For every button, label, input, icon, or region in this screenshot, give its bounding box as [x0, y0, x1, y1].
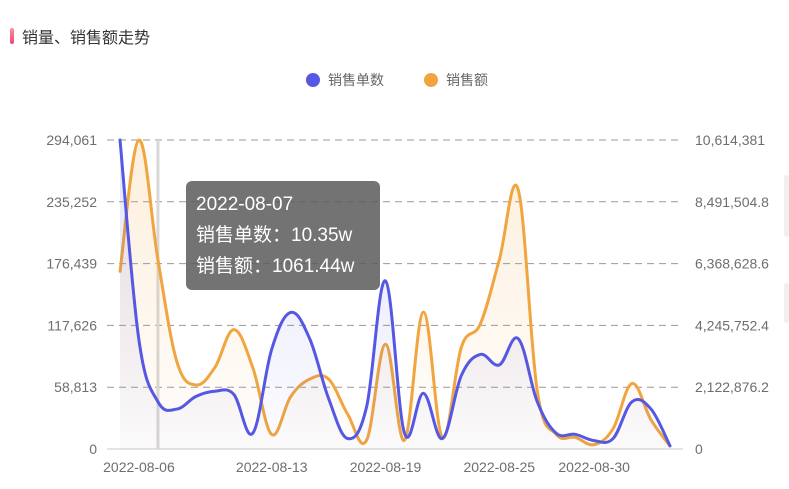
y-left-tick-label: 0	[89, 441, 97, 457]
data-point-units	[213, 389, 217, 393]
y-right-tick-label: 8,491,504.8	[695, 194, 769, 210]
chart-legend: 销售单数 销售额	[306, 70, 528, 90]
y-right-tick-label: 2,122,876.2	[695, 379, 769, 395]
legend-item-units[interactable]: 销售单数	[306, 70, 384, 90]
data-point-amount	[611, 427, 615, 431]
data-point-units	[535, 400, 539, 404]
x-tick-label: 2022-08-19	[350, 459, 422, 475]
data-point-amount	[156, 258, 160, 262]
data-point-units	[592, 439, 596, 443]
data-point-amount	[194, 383, 198, 387]
x-tick-label: 2022-08-30	[558, 459, 630, 475]
legend-dot-amount	[424, 73, 438, 87]
data-point-units	[421, 391, 425, 395]
data-point-amount	[175, 360, 179, 364]
data-point-units	[194, 394, 198, 398]
y-right-tick-label: 4,245,752.4	[695, 317, 769, 333]
data-point-units	[308, 337, 312, 341]
scroll-handle-lower[interactable]	[784, 283, 789, 323]
data-point-units	[459, 373, 463, 377]
chart-title-wrap: 销量、销售额走势	[10, 24, 150, 48]
x-tick-label: 2022-08-06	[103, 459, 175, 475]
chart-tooltip: 2022-08-07 销售单数：10.35w 销售额：1061.44w	[186, 181, 380, 290]
y-left-tick-label: 176,439	[46, 256, 97, 272]
data-point-units	[668, 444, 672, 448]
data-point-units	[251, 431, 255, 435]
data-point-amount	[327, 377, 331, 381]
data-point-units	[137, 338, 141, 342]
data-point-units	[156, 400, 160, 404]
data-point-amount	[535, 389, 539, 393]
x-tick-label: 2022-08-25	[463, 459, 535, 475]
data-point-units	[573, 432, 577, 436]
tooltip-amount-value: 销售额：1061.44w	[196, 256, 355, 277]
data-point-units	[232, 392, 236, 396]
data-point-units	[649, 407, 653, 411]
y-left-tick-label: 294,061	[46, 132, 97, 148]
y-right-tick-label: 10,614,381	[695, 132, 765, 148]
y-right-tick-label: 0	[695, 441, 703, 457]
data-point-units	[630, 400, 634, 404]
data-point-amount	[630, 381, 634, 385]
legend-label-amount: 销售额	[446, 72, 488, 88]
data-point-units	[402, 431, 406, 435]
data-point-units	[611, 436, 615, 440]
legend-dot-units	[306, 73, 320, 87]
y-left-tick-label: 235,252	[46, 194, 97, 210]
data-point-units	[175, 407, 179, 411]
legend-item-amount[interactable]: 销售额	[424, 70, 488, 90]
tooltip-units-value: 销售单数：10.35w	[196, 225, 353, 246]
data-point-amount	[137, 138, 141, 142]
data-point-units	[289, 310, 293, 314]
data-point-units	[270, 347, 274, 351]
data-point-units	[497, 363, 501, 367]
data-point-units	[327, 397, 331, 401]
data-point-amount	[232, 328, 236, 332]
data-point-amount	[346, 412, 350, 416]
data-point-amount	[421, 310, 425, 314]
legend-label-units: 销售单数	[328, 72, 384, 88]
data-point-units	[554, 431, 558, 435]
series-line-units	[118, 138, 672, 448]
area-units	[120, 140, 670, 449]
data-point-units	[384, 279, 388, 283]
y-left-tick-label: 117,626	[47, 317, 97, 333]
y-right-tick-label: 6,368,628.6	[695, 256, 769, 272]
data-point-units	[346, 436, 350, 440]
chart-title: 销量、销售额走势	[22, 30, 151, 47]
title-accent-bar	[10, 28, 14, 44]
data-point-units	[516, 337, 520, 341]
data-point-amount	[213, 365, 217, 369]
data-point-units	[118, 138, 122, 142]
area-amount	[120, 139, 670, 449]
data-point-amount	[497, 258, 501, 262]
data-point-units	[478, 352, 482, 356]
y-left-tick-label: 58,813	[54, 379, 97, 395]
data-point-amount	[516, 188, 520, 192]
data-point-amount	[251, 365, 255, 369]
data-point-amount	[459, 345, 463, 349]
x-tick-label: 2022-08-13	[236, 459, 308, 475]
tooltip-date: 2022-08-07	[196, 194, 294, 215]
data-point-amount	[478, 322, 482, 326]
data-point-units	[365, 405, 369, 409]
data-point-units	[440, 436, 444, 440]
scroll-handle-upper[interactable]	[784, 175, 789, 237]
